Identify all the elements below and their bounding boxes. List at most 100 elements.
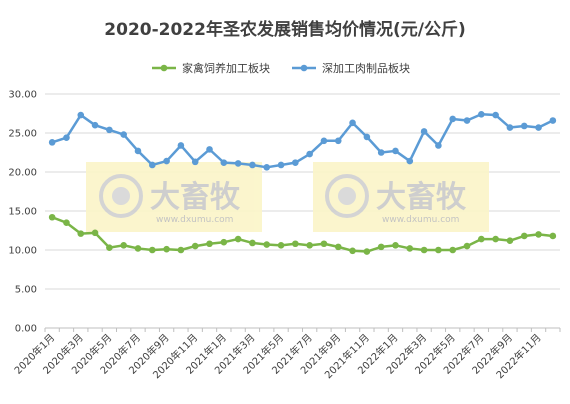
data-point: [292, 240, 299, 248]
watermark-left: 大畜牧 www.dxumu.com: [86, 162, 262, 232]
data-point: [334, 243, 342, 251]
data-point: [478, 110, 485, 118]
data-point: [435, 246, 442, 254]
data-point: [277, 242, 285, 249]
data-point: [492, 111, 499, 119]
y-tick-label: 30.00: [8, 90, 37, 101]
y-tick-label: 25.00: [8, 129, 37, 140]
watermark-left-logo: [99, 174, 143, 218]
data-point: [120, 242, 127, 249]
data-point: [277, 161, 285, 169]
y-tick-label: 10.00: [8, 246, 37, 257]
data-point: [163, 245, 170, 253]
data-point: [306, 150, 313, 158]
data-point: [420, 246, 428, 254]
data-point: [535, 124, 542, 131]
data-point: [506, 237, 514, 244]
data-point: [320, 240, 328, 248]
data-point: [520, 232, 528, 240]
data-point: [148, 246, 156, 254]
data-point: [234, 160, 242, 167]
watermark-right-brand: 大畜牧: [376, 180, 467, 215]
data-point: [492, 235, 499, 243]
data-point: [377, 149, 385, 156]
data-point: [249, 239, 256, 247]
data-point: [406, 157, 414, 165]
data-point: [249, 161, 256, 169]
data-point: [206, 146, 213, 153]
data-point: [63, 219, 70, 226]
data-point: [77, 230, 85, 237]
data-point: [349, 247, 356, 255]
y-tick-label: 15.00: [8, 207, 37, 218]
data-point: [163, 157, 170, 165]
legend-label: 深加工肉制品板块: [322, 61, 410, 75]
chart-title: 2020-2022年圣农发展销售均价情况(元/公斤): [104, 19, 465, 40]
data-point: [220, 159, 228, 166]
data-point: [363, 248, 371, 255]
data-point: [77, 111, 85, 119]
series-layer: [48, 110, 557, 255]
data-point: [506, 124, 514, 131]
y-tick-label: 20.00: [8, 168, 37, 179]
data-point: [48, 139, 56, 146]
data-point: [435, 142, 442, 149]
data-point: [363, 133, 371, 141]
data-point: [120, 131, 127, 138]
data-point: [392, 147, 399, 155]
data-point: [549, 232, 557, 240]
data-point: [134, 245, 142, 252]
data-point: [134, 147, 142, 155]
series-line: [51, 113, 554, 169]
data-point: [234, 235, 242, 243]
y-axis: 0.00 5.00 10.00 15.00 20.00 25.00 30.00: [8, 90, 37, 335]
data-point: [520, 122, 528, 130]
data-point: [106, 126, 113, 134]
data-point: [406, 245, 414, 252]
data-point: [263, 164, 271, 171]
legend-label: 家禽饲养加工板块: [182, 61, 270, 75]
data-point: [91, 229, 99, 237]
data-point: [420, 128, 428, 135]
y-tick-label: 0.00: [15, 324, 37, 335]
watermark-right-url: www.dxumu.com: [382, 215, 459, 225]
data-point: [63, 134, 70, 141]
data-point: [48, 213, 56, 221]
data-point: [449, 115, 457, 123]
data-point: [177, 246, 185, 254]
watermark-right-logo: [325, 174, 369, 218]
data-point: [549, 117, 557, 124]
data-point: [263, 241, 271, 248]
data-point: [463, 117, 471, 124]
data-point: [449, 246, 457, 254]
watermark-left-brand: 大畜牧: [150, 180, 241, 215]
data-point: [220, 238, 228, 246]
data-point: [292, 159, 299, 166]
data-point: [478, 235, 485, 243]
data-point: [463, 242, 471, 250]
data-point: [392, 242, 399, 249]
data-point: [334, 137, 342, 145]
data-point: [148, 161, 156, 169]
data-point: [191, 242, 199, 250]
data-point: [191, 158, 199, 166]
watermark-left-url: www.dxumu.com: [156, 215, 233, 225]
legend: 家禽饲养加工板块 深加工肉制品板块: [152, 61, 410, 75]
data-point: [320, 137, 328, 145]
data-point: [535, 231, 542, 238]
data-point: [206, 240, 213, 248]
legend-marker: [160, 64, 168, 72]
legend-marker: [300, 64, 308, 72]
y-tick-label: 5.00: [15, 285, 37, 296]
data-point: [91, 121, 99, 129]
watermark-right: 大畜牧 www.dxumu.com: [313, 162, 489, 232]
x-axis: 2020年1月2020年3月2020年5月2020年7月2020年9月2020年…: [11, 328, 561, 381]
data-point: [377, 243, 385, 251]
data-point: [106, 244, 113, 251]
data-point: [306, 242, 313, 249]
data-point: [177, 142, 185, 149]
data-point: [349, 119, 356, 127]
watermark-right-logo-inner: [338, 187, 356, 205]
watermark-left-logo-inner: [112, 187, 130, 205]
